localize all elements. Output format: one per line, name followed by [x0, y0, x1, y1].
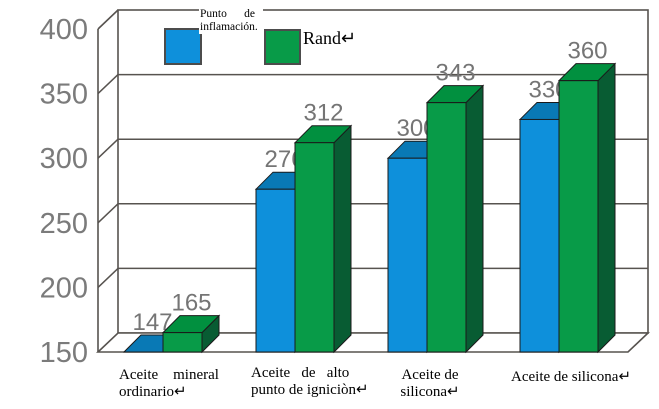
- value-label-1-3: 360: [567, 38, 607, 65]
- category-1-line1: Aceite de alto: [251, 365, 350, 381]
- y-tick-connector-250: [97, 203, 119, 224]
- bar-side-1-1: [333, 124, 352, 354]
- category-2-line2: silicona↵: [400, 383, 460, 400]
- bar-front-1-0: [162, 332, 203, 353]
- category-1-line2: punto de igniciòn↵: [251, 381, 369, 398]
- category-label-aceite-de-silicona-1: Aceite de silicona↵: [392, 367, 468, 400]
- y-axis-top-connector: [97, 9, 119, 30]
- category-label-aceite-de-silicona-2: Aceite de silicona↵: [511, 369, 631, 386]
- category-label-aceite-mineral-ordinario: Aceite mineral ordinario↵: [119, 367, 231, 400]
- legend-flash-point-line2: inflamación.: [200, 20, 258, 33]
- legend-swatch-flash-point: [164, 28, 202, 65]
- bar-side-1-3: [597, 62, 616, 354]
- legend-flash-point-line1: Punto de: [200, 8, 255, 20]
- legend-swatch-rand: [264, 29, 301, 65]
- bar-front-0-1: [255, 188, 296, 353]
- category-3-line1: Aceite de silicona↵: [511, 369, 632, 385]
- value-label-1-2: 343: [435, 60, 475, 87]
- legend-label-rand: Rand↵: [303, 28, 357, 48]
- y-tick-connector-300: [97, 138, 119, 159]
- bar-front-0-2: [387, 157, 428, 353]
- category-0-line2: ordinario↵: [119, 383, 187, 400]
- bar-front-1-3: [558, 80, 599, 353]
- y-axis-label-300: 300: [40, 143, 88, 175]
- value-label-1-1: 312: [303, 100, 343, 127]
- value-label-1-0: 165: [171, 290, 211, 317]
- category-0-line1: Aceite mineral: [119, 367, 219, 383]
- y-axis-label-350: 350: [40, 79, 88, 111]
- y-tick-connector-200: [97, 267, 119, 288]
- y-axis-label-150: 150: [40, 337, 88, 369]
- legend-label-flash-point: Punto de inflamación.: [199, 7, 263, 34]
- bar-front-1-2: [426, 102, 467, 353]
- y-axis-label-400: 400: [40, 14, 88, 46]
- category-2-line1: Aceite de: [401, 367, 459, 383]
- bar-front-0-3: [519, 118, 560, 353]
- bar-side-1-2: [465, 84, 484, 354]
- category-label-aceite-alto-punto-ignicion: Aceite de alto punto de igniciòn↵: [251, 365, 369, 398]
- y-axis-label-250: 250: [40, 208, 88, 240]
- bar-front-1-1: [294, 142, 335, 353]
- y-tick-connector-350: [97, 74, 119, 95]
- y-axis-label-200: 200: [40, 272, 88, 304]
